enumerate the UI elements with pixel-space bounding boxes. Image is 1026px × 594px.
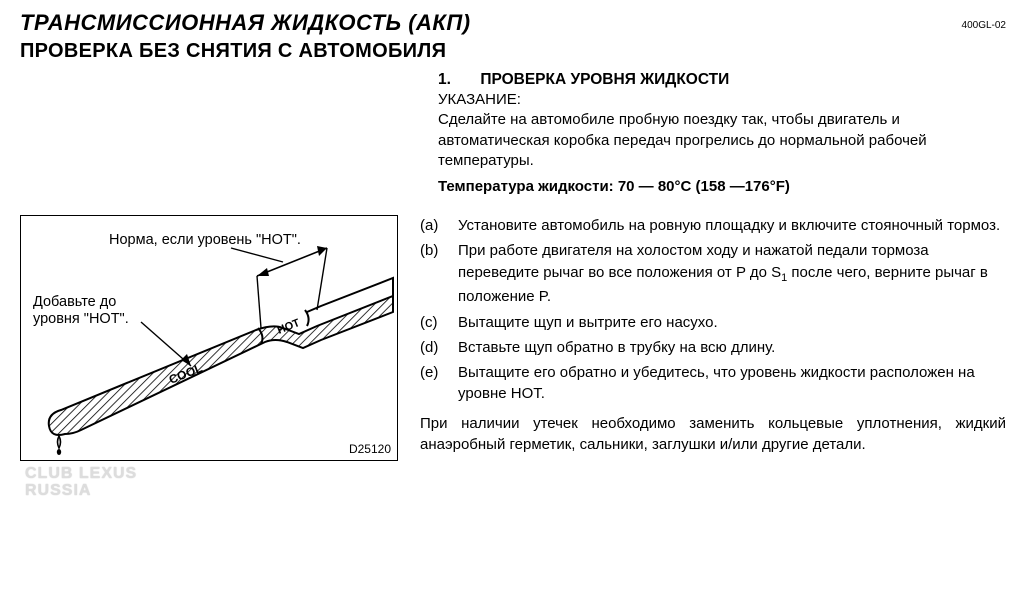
step-letter: (a) <box>420 213 458 238</box>
step-text: При работе двигателя на холостом ходу и … <box>458 238 1006 309</box>
tail-paragraph: При наличии утечек необходимо заменить к… <box>420 413 1006 456</box>
section-heading: ПРОВЕРКА УРОВНЯ ЖИДКОСТИ <box>480 71 729 88</box>
figure-label-add-line2: уровня "HOT". <box>33 311 129 327</box>
section-intro: 1. ПРОВЕРКА УРОВНЯ ЖИДКОСТИ УКАЗАНИЕ: Сд… <box>438 71 1006 195</box>
step-a: (a) Установите автомобиль на ровную площ… <box>420 213 1006 238</box>
title-on-vehicle-check: ПРОВЕРКА БЕЗ СНЯТИЯ С АВТОМОБИЛЯ <box>20 40 1006 63</box>
figure-label-norm: Норма, если уровень "HOT". <box>109 232 301 249</box>
note-label: УКАЗАНИЕ: <box>438 91 1006 108</box>
doc-number: 400GL-02 <box>962 20 1006 31</box>
dipstick-figure: HOT COOL Норма, если уровень "HOT". Доба… <box>20 215 398 461</box>
step-e: (e) Вытащите его обратно и убедитесь, чт… <box>420 360 1006 407</box>
note-body: Сделайте на автомобиле пробную поездку т… <box>438 110 1006 172</box>
title-transmission-fluid: ТРАНСМИССИОННАЯ ЖИДКОСТЬ (АКП) <box>20 10 1006 36</box>
step-letter: (e) <box>420 360 458 407</box>
step-letter: (c) <box>420 310 458 335</box>
step-letter: (b) <box>420 238 458 309</box>
steps-list: (a) Установите автомобиль на ровную площ… <box>420 213 1006 455</box>
step-letter: (d) <box>420 335 458 360</box>
watermark: CLUB LEXUS RUSSIA <box>25 466 137 500</box>
step-c: (c) Вытащите щуп и вытрите его насухо. <box>420 310 1006 335</box>
figure-code: D25120 <box>349 442 391 456</box>
temperature-line: Температура жидкости: 70 — 80°C (158 —17… <box>438 178 1006 195</box>
step-text: Вытащите его обратно и убедитесь, что ур… <box>458 360 1006 407</box>
step-text: Вытащите щуп и вытрите его насухо. <box>458 310 1006 335</box>
step-text: Установите автомобиль на ровную площадку… <box>458 213 1006 238</box>
step-d: (d) Вставьте щуп обратно в трубку на всю… <box>420 335 1006 360</box>
step-b: (b) При работе двигателя на холостом ход… <box>420 238 1006 309</box>
section-number: 1. <box>438 71 476 89</box>
figure-label-add-line1: Добавьте до <box>33 294 116 310</box>
step-text: Вставьте щуп обратно в трубку на всю дли… <box>458 335 1006 360</box>
